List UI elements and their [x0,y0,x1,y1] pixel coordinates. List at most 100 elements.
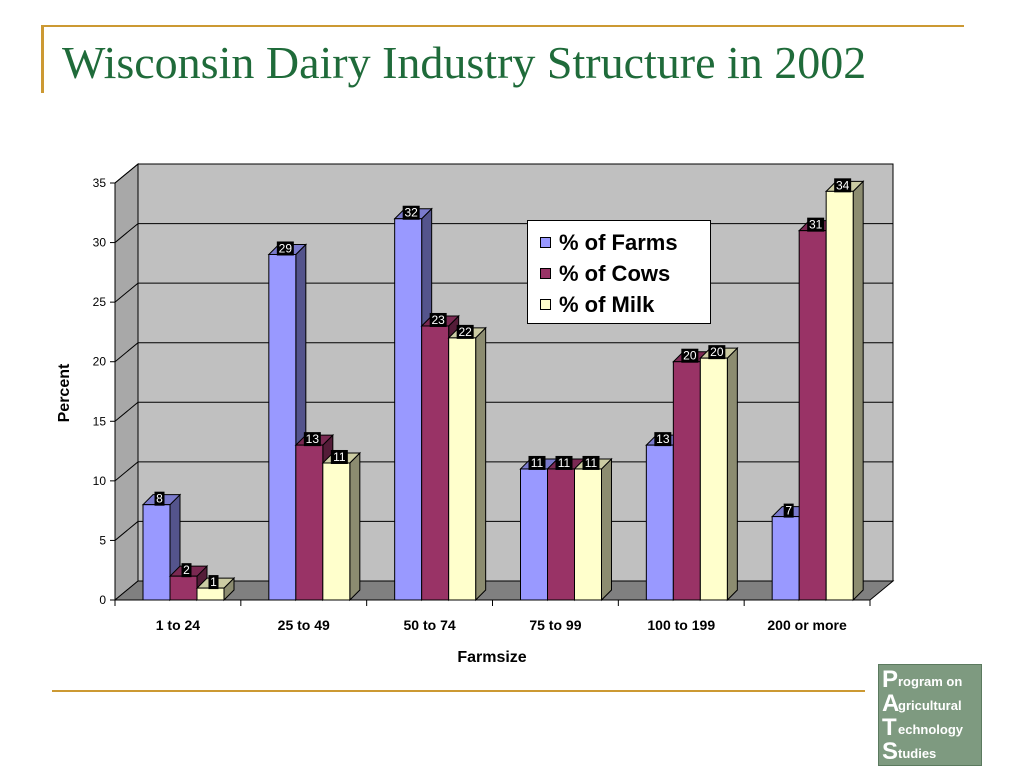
legend-swatch-milk [540,299,551,310]
title-accent-horizontal-line [44,25,964,27]
data-label-bg [456,324,474,339]
legend-label-cows: % of Cows [559,260,671,286]
bar [672,361,701,601]
title-accent-vertical-line [41,25,44,93]
bar [645,444,674,601]
data-label-bg [783,503,794,518]
bar [196,587,225,601]
bar [421,325,450,601]
data-label: 8 [156,492,163,506]
logo-row-program: P rogram on [882,668,981,692]
data-label-bg [208,575,219,590]
bar [547,468,575,601]
gridline [114,461,893,482]
data-label-bg [181,563,192,578]
y-tick-label: 20 [93,355,107,369]
data-label: 32 [404,206,418,220]
data-label-bg [276,241,294,256]
logo-initial: A [882,690,900,717]
data-label-bg [402,205,420,220]
bar [322,462,351,601]
gridline [114,342,893,363]
legend-swatch-cows [540,268,551,279]
data-label-bg [654,432,672,447]
y-tick-label: 30 [93,236,107,250]
data-label-bg [834,178,852,193]
data-label-bg [807,217,825,232]
data-label: 11 [333,450,346,464]
bar [798,230,827,601]
gridline [114,401,893,422]
data-label: 31 [809,218,823,232]
logo-initial: P [882,666,899,693]
bar [394,218,423,601]
logo-word: rogram on [898,674,963,689]
legend-item-milk: % of Milk [540,289,710,320]
data-label-bg [681,348,699,363]
bar [448,337,477,601]
logo-row-agricultural: A gricultural [882,692,981,716]
y-tick-label: 0 [99,593,106,607]
gridline [114,163,893,184]
data-label: 2 [183,563,190,577]
data-label-bg [582,455,600,470]
bar-side [475,326,487,602]
plot-side-wall [114,162,139,602]
x-tick-label: 75 to 99 [529,617,581,633]
bar-side [349,451,361,602]
bar [825,190,854,601]
data-label: 13 [306,432,320,446]
data-label: 1 [210,575,217,589]
legend-item-farms: % of Farms [540,227,710,258]
logo-initial: T [882,714,897,741]
y-tick-label: 10 [93,474,107,488]
bar [520,468,548,601]
data-label-bg [429,312,447,327]
pats-logo: P rogram on A gricultural T echnology S … [878,664,982,766]
legend-item-cows: % of Cows [540,258,710,289]
data-label: 13 [656,432,670,446]
y-tick-label: 35 [93,176,107,190]
logo-word: gricultural [898,698,962,713]
bar-side [852,180,864,602]
logo-word: tudies [898,746,937,761]
x-tick-label: 200 or more [767,617,847,633]
x-axis-title: Farmsize [457,649,526,666]
data-label: 11 [585,456,598,470]
data-label-bg [555,455,573,470]
legend-label-farms: % of Farms [559,229,678,255]
y-tick-label: 5 [99,533,106,547]
chart-legend: % of Farms % of Cows % of Milk [527,220,711,324]
bar [268,253,297,601]
x-tick-label: 25 to 49 [278,617,330,633]
bar-side [726,346,738,602]
bar [699,357,728,601]
data-label: 11 [558,456,571,470]
data-label-bg [528,455,546,470]
bar [142,504,171,601]
data-label: 20 [710,345,724,359]
y-tick-label: 25 [93,295,107,309]
slide-title: Wisconsin Dairy Industry Structure in 20… [62,37,867,88]
data-label: 29 [279,241,293,255]
x-tick-label: 50 to 74 [404,617,456,633]
legend-label-milk: % of Milk [559,291,655,317]
data-label: 11 [531,456,544,470]
logo-row-studies: S tudies [882,740,981,764]
data-label-bg [303,432,321,447]
footer-accent-line [52,690,865,692]
bar-chart: 0 5 10 15 20 25 30 35 8 2 1 29 13 11 32 23 22 11 11 11 13 20 2… [56,162,895,666]
bar [771,516,800,601]
logo-word: echnology [898,722,964,737]
bar-side [601,457,612,602]
logo-initial: S [882,738,899,765]
logo-row-technology: T echnology [882,716,981,740]
data-label: 7 [785,504,792,518]
data-label: 20 [683,349,697,363]
data-label: 22 [458,325,472,339]
legend-swatch-farms [540,237,551,248]
x-tick-label: 100 to 199 [647,617,715,633]
bar [574,468,602,601]
bar [169,575,198,601]
data-label-bg [330,449,348,464]
